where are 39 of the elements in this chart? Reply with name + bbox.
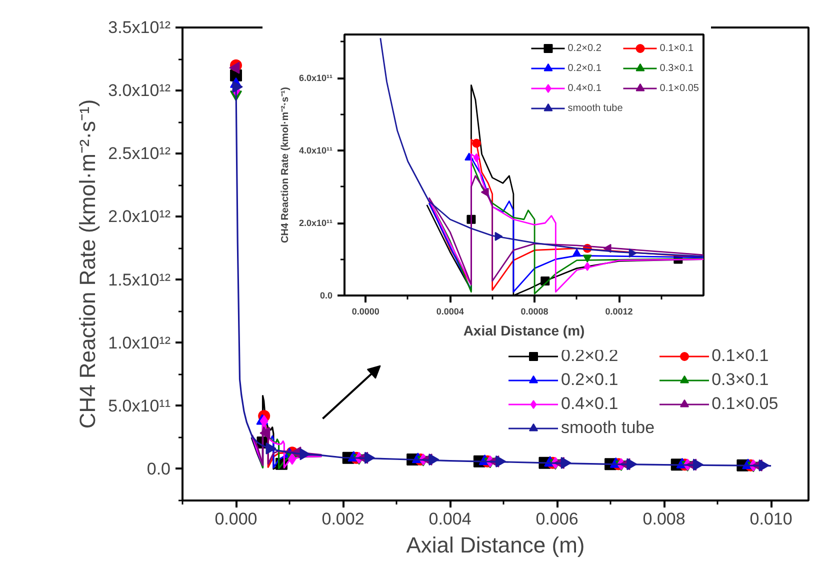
x-tick-label: 0.008 [642,510,686,528]
x-tick-label: 0.0000 [352,306,380,316]
x-tick-label: 0.0004 [436,306,464,316]
legend-label: 0.1×0.05 [660,82,699,94]
legend-label: 0.4×0.1 [568,82,602,94]
legend-label: 0.1×0.05 [712,394,778,414]
legend-label: 0.1×0.1 [712,346,769,366]
x-tick-label: 0.004 [428,510,472,528]
legend-label: 0.1×0.1 [660,42,694,54]
y-tick-label: 3.0x10¹² [108,81,171,100]
legend-label: smooth tube [561,418,655,438]
legend-label: smooth tube [568,102,623,114]
y-tick-label: 1.0x10¹² [108,333,171,352]
legend-label: 0.4×0.1 [561,394,618,414]
y-tick-label: 6.0x10¹¹ [298,73,333,83]
y-tick-label: 0.0 [146,459,171,478]
legend-label: 0.3×0.1 [712,370,769,390]
x-tick-label: 0.006 [536,510,578,528]
y-tick-label: 5.0x10¹¹ [108,396,171,416]
y-axis-title: CH4 Reaction Rate (kmol·m⁻²·s⁻¹) [75,99,100,429]
y-tick-label: 0.0 [320,290,333,300]
legend-label: 0.2×0.2 [568,42,602,54]
y-axis-title: CH4 Reaction Rate (kmol·m⁻²·s⁻¹) [280,86,291,244]
y-tick-label: 4.0x10¹¹ [298,146,333,156]
legend-label: 0.2×0.1 [561,370,618,390]
x-tick-label: 0.002 [322,510,364,528]
y-tick-label: 2.5x10¹² [108,144,171,164]
x-tick-label: 0.000 [214,510,258,528]
x-axis-title: Axial Distance (m) [406,532,585,558]
x-tick-label: 0.0012 [605,306,633,316]
x-tick-label: 0.0008 [520,306,548,316]
legend-label: 0.2×0.1 [568,62,602,74]
y-tick-label: 3.5x10¹² [108,18,171,37]
legend-label: 0.3×0.1 [660,62,694,74]
x-axis-title: Axial Distance (m) [463,322,585,338]
y-tick-label: 2.0x10¹² [108,207,171,226]
y-tick-label: 2.0x10¹¹ [298,218,333,228]
x-tick-label: 0.010 [750,510,792,528]
y-tick-label: 1.5x10¹² [108,270,171,290]
